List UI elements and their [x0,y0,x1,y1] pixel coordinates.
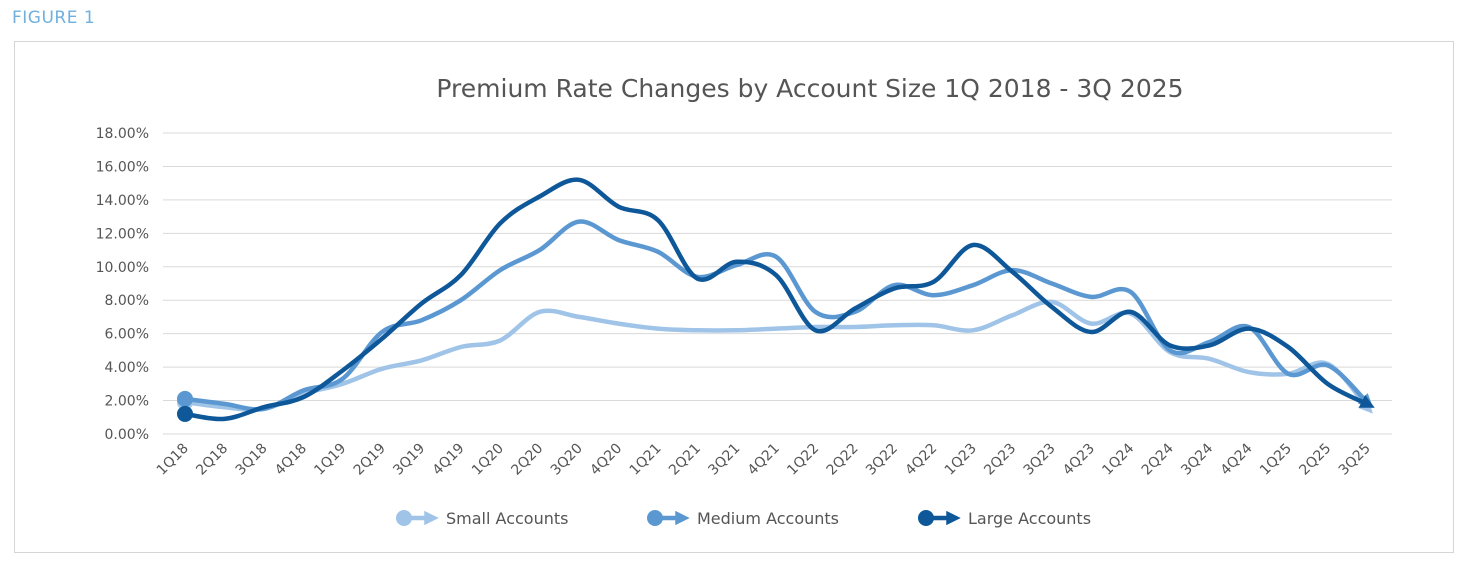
series-line-large-accounts [182,177,1375,422]
y-tick-label: 0.00% [105,427,149,443]
x-tick-label: 3Q19 [390,441,428,479]
y-tick-label: 2.00% [105,394,149,410]
x-tick-label: 4Q18 [272,441,310,479]
x-tick-label: 1Q25 [1257,441,1295,479]
x-tick-label: 1Q22 [784,441,822,479]
y-tick-label: 10.00% [96,260,149,276]
x-tick-label: 2Q25 [1296,441,1334,479]
legend-swatch-marker [396,510,412,526]
x-tick-label: 3Q18 [233,441,271,479]
x-tick-label: 1Q21 [627,441,665,479]
y-tick-label: 6.00% [105,327,149,343]
x-tick-label: 4Q24 [1218,440,1256,478]
x-tick-label: 2Q24 [1139,440,1177,478]
x-tick-label: 3Q25 [1336,441,1374,479]
series-lines [177,177,1375,422]
x-tick-label: 4Q22 [902,441,940,479]
x-tick-label: 2Q21 [666,441,704,479]
x-axis-ticks: 1Q18 2Q18 3Q18 4Q18 1Q19 2Q19 3Q19 4Q19 1Q20 2Q20… [154,440,1374,478]
legend-swatch-marker [647,510,663,526]
x-tick-label: 4Q21 [745,441,783,479]
legend-swatch-marker [918,510,934,526]
legend: Small Accounts Medium Accounts Large Accou… [396,509,1091,528]
chart-frame [14,41,1454,553]
x-tick-label: 3Q20 [548,441,586,479]
x-tick-label: 3Q21 [705,441,743,479]
x-tick-label: 2Q22 [824,441,862,479]
x-tick-label: 1Q18 [154,441,192,479]
legend-label: Small Accounts [446,509,568,528]
x-tick-label: 1Q23 [942,441,980,479]
series-start-marker [177,390,193,407]
x-tick-label: 2Q23 [981,441,1019,479]
y-tick-label: 4.00% [105,360,149,376]
series-line-medium-accounts [182,219,1374,412]
x-tick-label: 1Q20 [469,441,507,479]
x-tick-label: 2Q19 [351,441,389,479]
x-tick-label: 3Q23 [1021,441,1059,479]
y-tick-label: 18.00% [96,126,149,142]
y-axis-ticks: 0.00% 2.00% 4.00% 6.00% 8.00% 10.00% 12.00% 14.… [96,126,149,443]
x-tick-label: 2Q20 [508,441,546,479]
x-tick-label: 3Q22 [863,441,901,479]
x-tick-label: 4Q23 [1060,441,1098,479]
y-tick-label: 8.00% [105,293,149,309]
legend-label: Medium Accounts [697,509,839,528]
x-tick-label: 2Q18 [193,441,231,479]
x-tick-label: 4Q19 [430,441,468,479]
x-tick-label: 3Q24 [1178,440,1216,478]
y-tick-label: 16.00% [96,159,149,175]
x-tick-label: 1Q24 [1099,440,1137,478]
chart-title: Premium Rate Changes by Account Size 1Q … [436,74,1183,103]
gridlines [163,132,1392,435]
x-tick-label: 1Q19 [311,441,349,479]
legend-label: Large Accounts [968,509,1091,528]
series-start-marker [177,405,193,422]
y-tick-label: 12.00% [96,226,149,242]
y-tick-label: 14.00% [96,193,149,209]
figure-label: FIGURE 1 [12,8,96,28]
x-tick-label: 4Q20 [587,441,625,479]
